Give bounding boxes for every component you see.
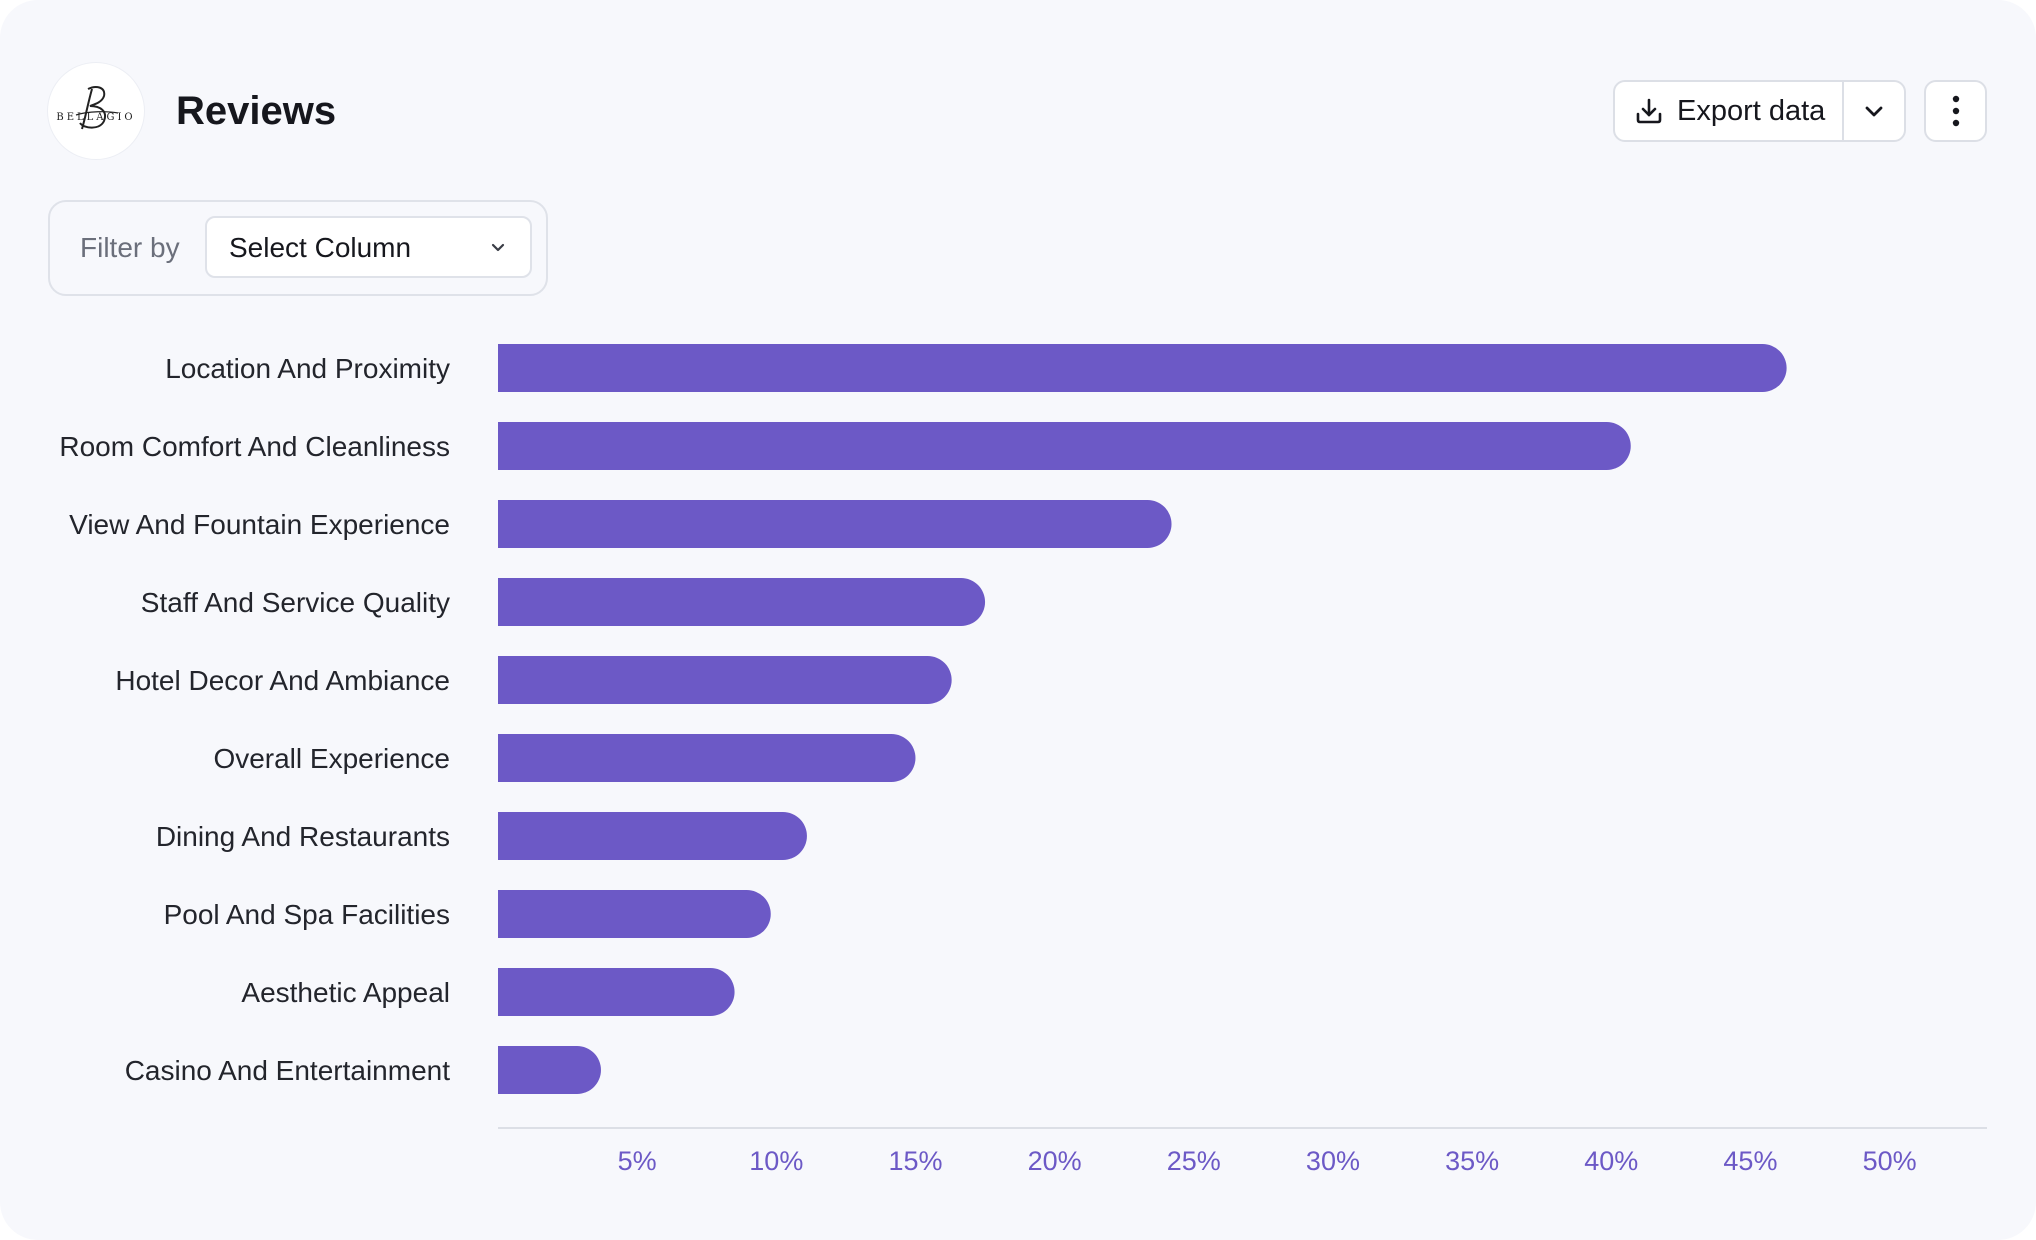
- x-tick-label: 30%: [1306, 1146, 1360, 1176]
- export-data-button[interactable]: Export data: [1615, 82, 1844, 140]
- bellagio-logo-icon: BELLAGIO: [49, 64, 143, 158]
- category-label: View And Fountain Experience: [69, 509, 450, 540]
- page-title: Reviews: [176, 89, 337, 133]
- category-label: Dining And Restaurants: [156, 821, 450, 852]
- export-data-label: Export data: [1677, 94, 1826, 127]
- filter-panel: Filter by Select Column: [48, 200, 548, 296]
- svg-text:BELLAGIO: BELLAGIO: [56, 112, 135, 123]
- more-options-button[interactable]: [1924, 80, 1987, 142]
- export-button-group: Export data: [1613, 80, 1906, 142]
- category-label: Staff And Service Quality: [141, 587, 450, 618]
- bar[interactable]: [498, 656, 952, 704]
- more-vertical-icon: [1952, 95, 1959, 127]
- x-tick-label: 45%: [1723, 1146, 1777, 1176]
- select-chevron-down-icon: [488, 237, 508, 257]
- category-label: Pool And Spa Facilities: [164, 899, 450, 930]
- bar[interactable]: [498, 812, 807, 860]
- column-select[interactable]: Select Column: [205, 216, 532, 278]
- bar[interactable]: [498, 422, 1631, 470]
- export-options-button[interactable]: [1844, 82, 1904, 140]
- x-tick-label: 15%: [888, 1146, 942, 1176]
- download-icon: [1636, 98, 1662, 124]
- bar[interactable]: [498, 344, 1787, 392]
- category-label: Overall Experience: [213, 743, 450, 774]
- x-tick-label: 10%: [749, 1146, 803, 1176]
- x-tick-label: 35%: [1445, 1146, 1499, 1176]
- bar[interactable]: [498, 578, 986, 626]
- bar[interactable]: [498, 1046, 601, 1094]
- category-label: Location And Proximity: [165, 353, 450, 384]
- bar[interactable]: [498, 500, 1172, 548]
- filter-label: Filter by: [80, 232, 180, 263]
- bar[interactable]: [498, 968, 735, 1016]
- reviews-bar-chart: Location And Proximity Room Comfort And C…: [59, 344, 1987, 1176]
- bar[interactable]: [498, 734, 916, 782]
- category-label: Aesthetic Appeal: [241, 977, 450, 1008]
- chevron-down-icon: [1865, 106, 1883, 117]
- x-tick-label: 5%: [618, 1146, 657, 1176]
- x-tick-label: 40%: [1584, 1146, 1638, 1176]
- x-tick-label: 20%: [1028, 1146, 1082, 1176]
- category-label: Casino And Entertainment: [125, 1055, 451, 1086]
- x-tick-label: 25%: [1167, 1146, 1221, 1176]
- column-select-value: Select Column: [229, 232, 412, 263]
- bar[interactable]: [498, 890, 771, 938]
- category-label: Hotel Decor And Ambiance: [115, 665, 450, 696]
- category-label: Room Comfort And Cleanliness: [59, 431, 450, 462]
- x-tick-label: 50%: [1863, 1146, 1917, 1176]
- hotel-logo: BELLAGIO: [48, 63, 144, 159]
